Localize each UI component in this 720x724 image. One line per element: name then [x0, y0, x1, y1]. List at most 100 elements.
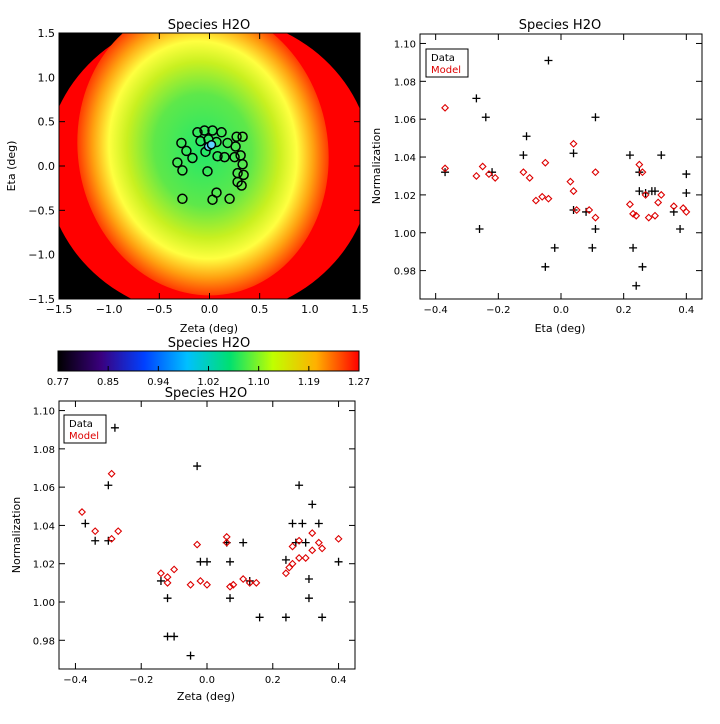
heatmap-marker [177, 165, 188, 176]
eta-scatter-data-point [588, 243, 597, 252]
heatmap-marker [177, 193, 188, 205]
heatmap-marker [219, 151, 230, 163]
zeta-scatter-data-point [156, 576, 165, 585]
zeta-scatter-ytick-label: 1.00 [33, 598, 55, 609]
eta-scatter-axes: −0.4 −0.2 0.0 0.2 0.4 0.98 1.00 1.02 1.04 1.06 1.0… [394, 34, 702, 316]
zeta-scatter-data-point [186, 651, 195, 660]
zeta-scatter-data-point [245, 576, 254, 585]
zeta-scatter-points [78, 423, 343, 660]
heatmap-ytick-label: −1.0 [28, 249, 55, 262]
heatmap-ytick-label: −1.5 [28, 293, 55, 306]
heatmap-xlabel: Zeta (deg) [180, 322, 238, 335]
zeta-scatter-data-point [226, 594, 235, 603]
zeta-scatter-ytick-label: 1.08 [33, 445, 55, 456]
zeta-scatter-model-point [193, 540, 202, 549]
eta-scatter-model-point [654, 198, 663, 207]
heatmap-ytick-label: 1.0 [38, 71, 56, 84]
eta-scatter-model-point [632, 211, 641, 220]
colorbar-title: Species H2O [168, 336, 250, 351]
heatmap-marker [216, 127, 227, 138]
zeta-scatter-model-point [186, 580, 195, 589]
eta-scatter-panel: Species H2O −0.4 −0.2 0.0 0.2 0.4 0.98 1.00 1.0… [370, 18, 703, 335]
heatmap-xtick-label: −0.5 [146, 303, 173, 316]
eta-scatter-data-point [591, 113, 600, 122]
eta-scatter-data-point [632, 281, 641, 290]
eta-scatter-model-point [472, 171, 481, 180]
colorbar-panel: Species H2O 0.77 0.85 0.94 1.02 1.10 1.19 1.27 [47, 336, 370, 388]
zeta-scatter-data-point [81, 519, 90, 528]
eta-scatter-model-point [635, 160, 644, 169]
eta-scatter-frame [419, 33, 703, 300]
zeta-scatter-model-point [252, 578, 261, 587]
eta-legend-data-label: Data [431, 53, 455, 64]
zeta-scatter-data-point [304, 575, 313, 584]
zeta-scatter-data-point [334, 557, 343, 566]
eta-scatter-data-point [676, 224, 685, 233]
eta-scatter-xtick-label: −0.2 [486, 305, 510, 316]
zeta-scatter-model-point [229, 580, 238, 589]
eta-scatter-ytick-label: 1.08 [394, 77, 416, 88]
zeta-scatter-model-point [156, 569, 165, 578]
zeta-scatter-model-point [222, 538, 231, 547]
zeta-scatter-data-point [110, 423, 119, 432]
zeta-scatter-data-point [193, 462, 202, 471]
zeta-scatter-model-point [226, 582, 234, 591]
eta-scatter-data-point [629, 243, 638, 252]
eta-scatter-ytick-label: 1.10 [394, 39, 416, 50]
zeta-scatter-data-point [104, 481, 113, 490]
zeta-scatter-data-point [314, 519, 323, 528]
zeta-legend-model-label: Model [69, 431, 99, 442]
zeta-legend-data-label: Data [69, 419, 93, 430]
heatmap-ytick-label: 0.5 [38, 116, 56, 129]
eta-scatter-model-point [519, 168, 528, 177]
heatmap-marker [231, 131, 242, 142]
heatmap-xtick-label: 1.0 [301, 303, 319, 316]
zeta-scatter-ytick-label: 0.98 [33, 636, 55, 647]
zeta-scatter-data-point [308, 500, 317, 509]
zeta-scatter-ytick-label: 1.10 [33, 407, 55, 418]
heatmap-field-gradient [77, 33, 329, 296]
eta-scatter-model-point [638, 168, 647, 177]
eta-scatter-model-point [657, 190, 666, 199]
eta-legend-model-label: Model [431, 65, 461, 76]
heatmap-marker [237, 131, 248, 142]
zeta-scatter-data-point [226, 557, 235, 566]
zeta-scatter-model-point [308, 529, 317, 538]
eta-scatter-points [441, 56, 691, 290]
eta-scatter-ylabel: Normalization [370, 128, 383, 204]
zeta-scatter-axes: −0.4 −0.2 0.0 0.2 0.4 0.98 1.00 1.02 1.04 1.06 1.0… [33, 401, 355, 686]
eta-scatter-model-point [478, 162, 487, 171]
zeta-scatter-panel: Species H2O −0.4 −0.2 0.0 0.2 0.4 0.98 1.00 1.0… [10, 386, 356, 703]
eta-scatter-data-point [625, 151, 634, 160]
zeta-scatter-model-point [295, 553, 304, 562]
eta-scatter-data-point [522, 132, 531, 141]
zeta-scatter-model-point [239, 575, 248, 584]
eta-scatter-data-point [550, 243, 559, 252]
zeta-scatter-model-point [114, 527, 123, 536]
zeta-legend-box [63, 414, 107, 444]
colorbar-tick-label: 1.27 [348, 377, 370, 388]
eta-scatter-model-point [625, 200, 634, 209]
zeta-scatter-data-point [239, 538, 248, 547]
zeta-scatter-model-point [170, 565, 179, 574]
eta-scatter-data-point [651, 187, 659, 196]
eta-scatter-data-point [635, 187, 644, 196]
heatmap-xtick-label: −1.5 [46, 303, 73, 316]
eta-scatter-legend: Data Model [425, 48, 469, 78]
zeta-scatter-data-point [203, 557, 211, 566]
eta-scatter-model-point [572, 206, 581, 215]
zeta-scatter-data-point [255, 613, 264, 622]
heatmap-marker [238, 169, 249, 181]
heatmap-marker [229, 151, 240, 163]
eta-scatter-ytick-label: 1.02 [394, 191, 416, 202]
eta-scatter-data-point [591, 224, 600, 233]
heatmap-marker-highlight [206, 139, 217, 150]
eta-scatter-data-point [569, 149, 578, 158]
heatmap-marker [176, 137, 187, 149]
eta-scatter-ytick-label: 1.06 [394, 115, 416, 126]
eta-scatter-data-point [544, 56, 553, 65]
zeta-scatter-ytick-label: 1.04 [33, 521, 55, 532]
eta-scatter-model-point [484, 170, 493, 179]
eta-scatter-model-point [591, 168, 600, 177]
heatmap-marker [212, 150, 223, 162]
